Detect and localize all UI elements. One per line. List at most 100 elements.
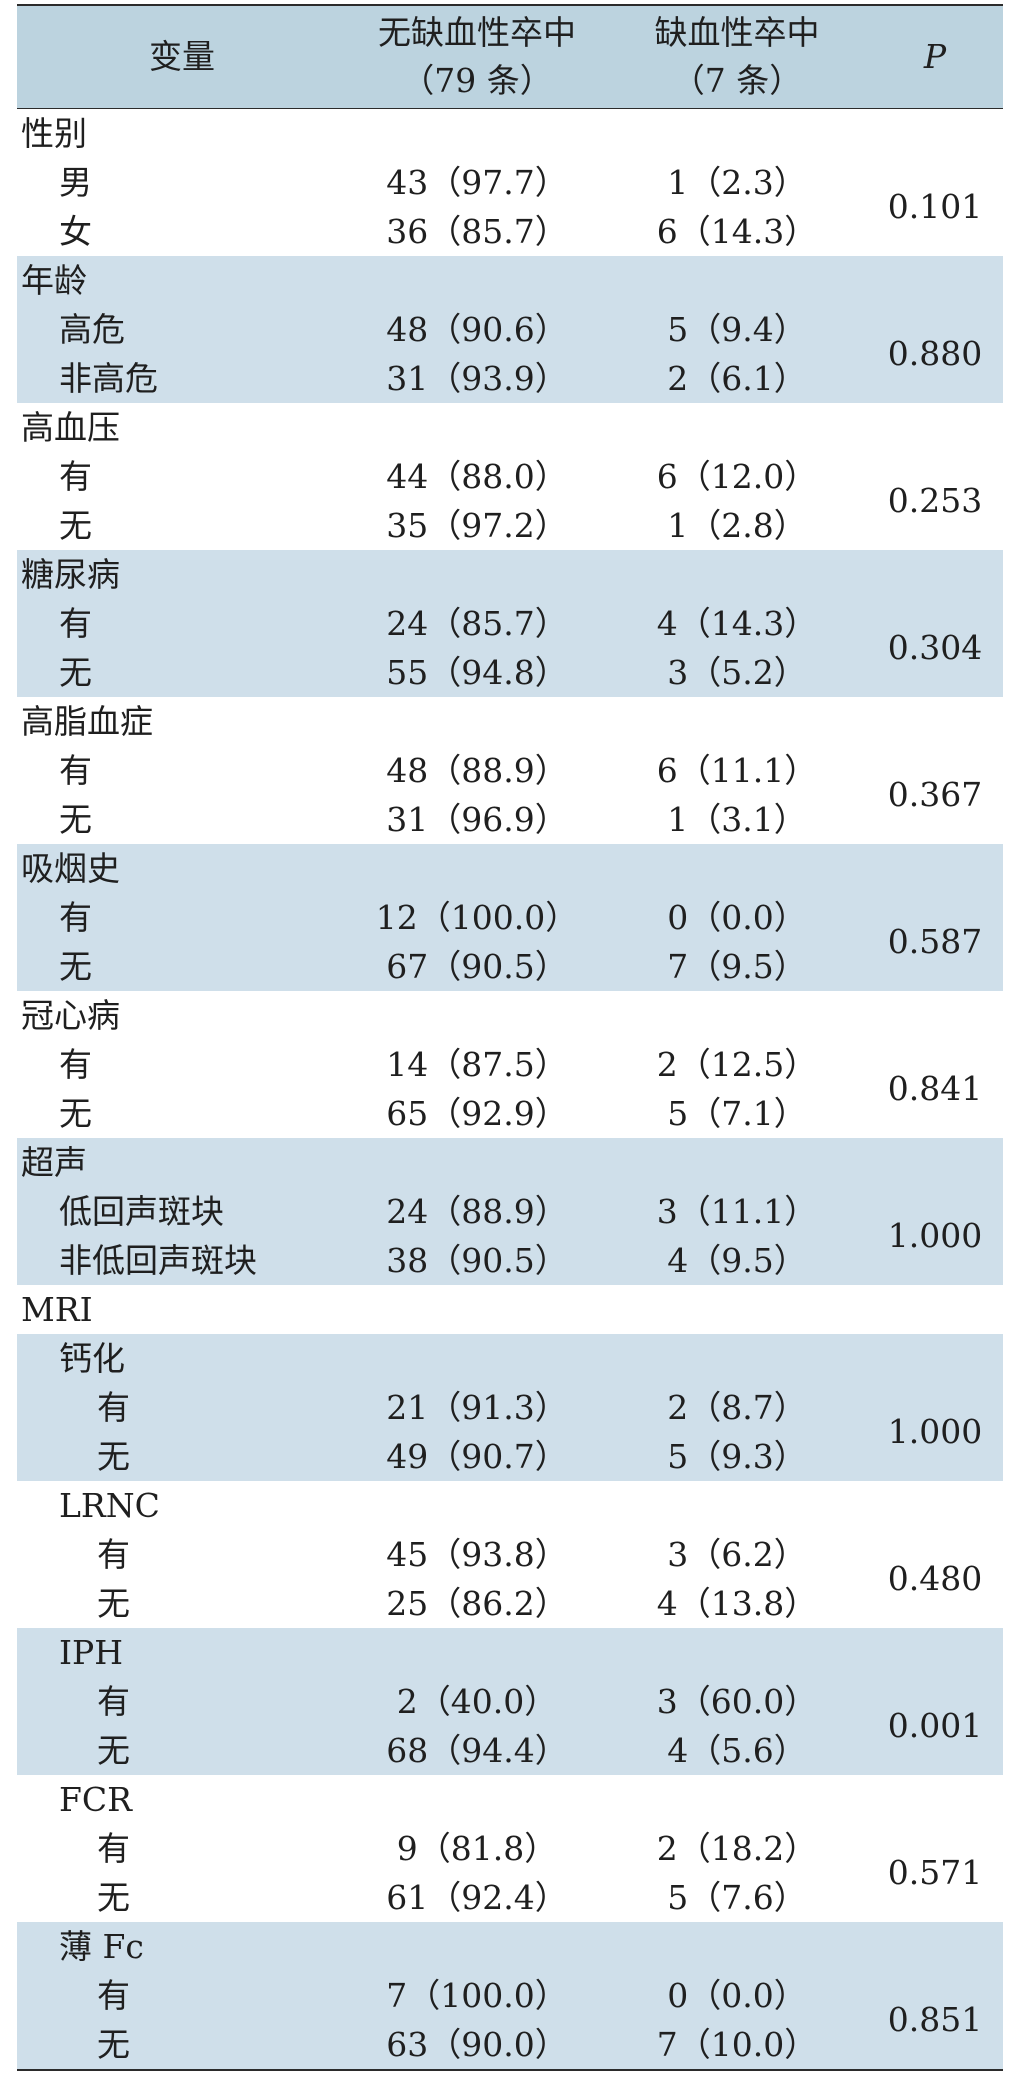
table-row: 无 25（86.2） 4（13.8） [17, 1579, 1003, 1628]
table-row: 有 24（85.7） 4（14.3） [17, 599, 1003, 648]
stroke-count: 1（2.8） [667, 506, 807, 545]
group-title-row: 薄 Fc [17, 1922, 1003, 1971]
p-value: 0.841 [887, 1069, 983, 1108]
p-value: 0.367 [887, 775, 983, 814]
table-group: 高脂血症有 48（88.9） 6（11.1） 无 31（96.9） 1（3.1） 0.367 [17, 697, 1003, 844]
no-stroke-count: 35（97.2） [386, 506, 568, 545]
row-label: 高危 [59, 310, 125, 349]
no-stroke-count: 31（93.9） [386, 359, 568, 398]
group-title: 钙化 [59, 1339, 125, 1378]
stroke-count: 4（9.5） [667, 1241, 807, 1280]
no-stroke-count: 12（100.0） [375, 898, 579, 937]
row-label: 无 [97, 1584, 130, 1623]
stroke-count: 3（11.1） [656, 1192, 818, 1231]
table-row: 无 65（92.9） 5（7.1） [17, 1089, 1003, 1138]
stroke-count: 1（2.3） [667, 163, 807, 202]
table-row: 无 61（92.4） 5（7.6） [17, 1873, 1003, 1922]
table-group: LRNC 有 45（93.8） 3（6.2） 无 25（86.2） 4（13.8） 0.480 [17, 1481, 1003, 1628]
table-row: 有 2（40.0） 3（60.0） [17, 1677, 1003, 1726]
group-title: 年龄 [21, 261, 87, 300]
stroke-count: 0（0.0） [667, 1976, 807, 2015]
row-label: 无 [97, 2025, 130, 2064]
stroke-count: 3（5.2） [667, 653, 807, 692]
header-p: P [867, 6, 1003, 108]
row-label: 有 [59, 751, 92, 790]
table-row: 有 45（93.8） 3（6.2） [17, 1530, 1003, 1579]
header-no-stroke: 无缺血性卒中 （79 条） [347, 6, 607, 108]
header-p-label: P [923, 37, 947, 76]
group-title-row: 高血压 [17, 403, 1003, 452]
group-title-row: IPH [17, 1628, 1003, 1677]
table-row: 非高危 31（93.9） 2（6.1） [17, 354, 1003, 403]
header-variable: 变量 [17, 6, 347, 108]
header-no-stroke-line1: 无缺血性卒中 [378, 13, 576, 52]
row-label: 无 [59, 653, 92, 692]
table-row: 女 36（85.7） 6（14.3） [17, 207, 1003, 256]
row-label: 非低回声斑块 [59, 1241, 257, 1280]
stroke-count: 1（3.1） [667, 800, 807, 839]
group-title: 薄 Fc [59, 1927, 144, 1966]
row-label: 无 [59, 506, 92, 545]
table-row: 男 43（97.7） 1（2.3） [17, 158, 1003, 207]
group-title-row: 冠心病 [17, 991, 1003, 1040]
no-stroke-count: 48（88.9） [386, 751, 568, 790]
stroke-count: 6（11.1） [656, 751, 818, 790]
table-row: 有 7（100.0） 0（0.0） [17, 1971, 1003, 2020]
no-stroke-count: 45（93.8） [386, 1535, 568, 1574]
stroke-count: 5（7.6） [667, 1878, 807, 1917]
table-row: 非低回声斑块 38（90.5） 4（9.5） [17, 1236, 1003, 1285]
table-group: FCR 有 9（81.8） 2（18.2） 无 61（92.4） 5（7.6） 0.571 [17, 1775, 1003, 1922]
p-value: 0.880 [887, 334, 983, 373]
table-row: 无 63（90.0） 7（10.0） [17, 2020, 1003, 2069]
no-stroke-count: 49（90.7） [386, 1437, 568, 1476]
stroke-count: 2（12.5） [656, 1045, 818, 1084]
table-group: 吸烟史有 12（100.0） 0（0.0） 无 67（90.5） 7（9.5） 0.587 [17, 844, 1003, 991]
row-label: 无 [59, 800, 92, 839]
group-title-row: 吸烟史 [17, 844, 1003, 893]
table-body: 性别男 43（97.7） 1（2.3） 女 36（85.7） 6（14.3） 0.101 年龄… [17, 109, 1003, 2069]
group-title-row: 年龄 [17, 256, 1003, 305]
no-stroke-count: 24（85.7） [386, 604, 568, 643]
no-stroke-count: 2（40.0） [396, 1682, 558, 1721]
table-group: 糖尿病有 24（85.7） 4（14.3） 无 55（94.8） 3（5.2） 0.304 [17, 550, 1003, 697]
no-stroke-count: 65（92.9） [386, 1094, 568, 1133]
table-group: 性别男 43（97.7） 1（2.3） 女 36（85.7） 6（14.3） 0.101 [17, 109, 1003, 256]
no-stroke-count: 36（85.7） [386, 212, 568, 251]
table-group: 超声 低回声斑块 24（88.9） 3（11.1） 非低回声斑块 38（90.5） 4（9.… [17, 1138, 1003, 1285]
table-row: 有 12（100.0） 0（0.0） [17, 893, 1003, 942]
stroke-count: 5（9.4） [667, 310, 807, 349]
row-label: 男 [59, 163, 92, 202]
stroke-count: 6（14.3） [656, 212, 818, 251]
group-title: 高血压 [21, 408, 120, 447]
header-stroke-line1: 缺血性卒中 [654, 13, 820, 52]
group-title: 冠心病 [21, 996, 120, 1035]
table-group: 冠心病有 14（87.5） 2（12.5） 无 65（92.9） 5（7.1） 0.841 [17, 991, 1003, 1138]
p-value: 0.101 [887, 187, 983, 226]
stroke-count: 4（14.3） [656, 604, 818, 643]
row-label: 女 [59, 212, 92, 251]
group-title: 超声 [21, 1143, 87, 1182]
top-rule [17, 4, 1003, 6]
p-value: 0.304 [887, 628, 983, 667]
stroke-count: 0（0.0） [667, 898, 807, 937]
header-stroke: 缺血性卒中 （7 条） [607, 6, 867, 108]
no-stroke-count: 9（81.8） [396, 1829, 558, 1868]
group-title: 吸烟史 [21, 849, 120, 888]
table-group: 钙化有 21（91.3） 2（8.7） 无 49（90.7） 5（9.3） 1.000 [17, 1334, 1003, 1481]
row-label: 有 [59, 1045, 92, 1084]
bottom-rule [17, 2069, 1003, 2071]
table-row: 无 49（90.7） 5（9.3） [17, 1432, 1003, 1481]
row-label: 无 [59, 1094, 92, 1133]
table-group: 高血压有 44（88.0） 6（12.0） 无 35（97.2） 1（2.8） 0.253 [17, 403, 1003, 550]
table-row: 有 9（81.8） 2（18.2） [17, 1824, 1003, 1873]
group-title: MRI [21, 1290, 93, 1329]
no-stroke-count: 43（97.7） [386, 163, 568, 202]
comparison-table: 变量 无缺血性卒中 （79 条） 缺血性卒中 （7 条） P 性别男 43（97.… [17, 4, 1003, 2071]
stroke-count: 2（8.7） [667, 1388, 807, 1427]
stroke-count: 6（12.0） [656, 457, 818, 496]
row-label: 有 [59, 604, 92, 643]
no-stroke-count: 68（94.4） [386, 1731, 568, 1770]
p-value: 0.001 [887, 1706, 983, 1745]
table-row: 无 68（94.4） 4（5.6） [17, 1726, 1003, 1775]
row-label: 有 [97, 1682, 130, 1721]
